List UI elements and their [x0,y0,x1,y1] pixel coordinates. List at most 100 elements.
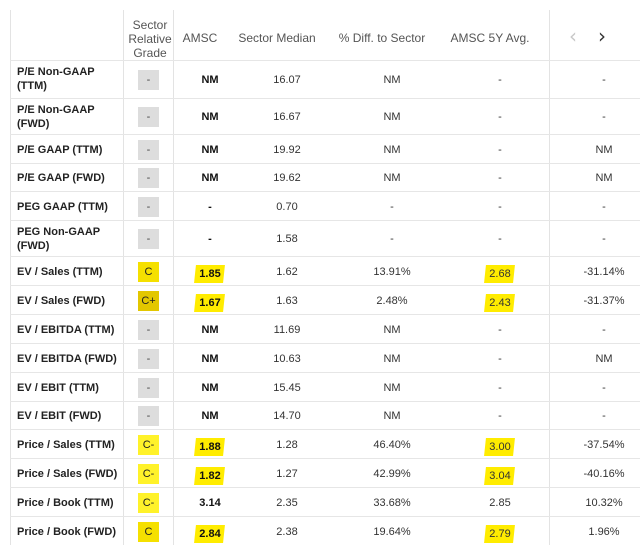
amsc-value: 2.84 [180,525,240,543]
cell-value: -40.16% [583,467,625,480]
amsc-5y-avg-value: 3.00 [440,438,560,456]
cell-value: 2.48% [376,294,408,307]
table-row: EV / EBIT (TTM) - NM 15.45 NM - - [10,372,640,401]
metric-label: P/E GAAP (FWD) [17,172,105,184]
cell-value: - [208,233,212,245]
amsc-5y-avg-value: 2.85 [440,496,560,510]
cell-value: 1.63 [276,294,298,307]
cell-value: 46.40% [373,438,411,451]
highlighted-value: 2.84 [195,525,224,543]
cell-value: - [390,200,394,213]
amsc-5y-avg-value: 3.04 [440,467,560,485]
chevron-left-icon[interactable]: ‹ [569,24,577,48]
sector-median-value: 1.63 [242,294,332,308]
grade-badge: C [138,261,159,282]
diff-to-sector-value: NM [332,409,452,423]
cell-value: 2.38 [276,525,298,538]
period-change-value: NM [560,352,640,366]
grade-badge: C- [138,463,159,484]
header-sector-relative-grade[interactable]: Sector Relative Grade [128,18,172,60]
cell-value: NM [383,410,401,422]
diff-to-sector-value: 33.68% [332,496,452,510]
metric-label: EV / EBITDA (FWD) [17,352,117,365]
diff-to-sector-value: NM [332,323,452,337]
cell-value: - [498,143,502,156]
sector-median-value: 16.07 [242,73,332,87]
header-amsc[interactable]: AMSC [182,31,218,45]
amsc-value: NM [180,323,240,337]
amsc-5y-avg-value: - [440,110,560,124]
grade-badge: - [138,377,159,398]
diff-to-sector-value: - [332,200,452,214]
metric-label: Price / Book (FWD) [17,525,117,538]
sector-median-value: 1.62 [242,265,332,279]
diff-to-sector-value: NM [332,143,452,157]
cell-value: 11.69 [273,323,301,336]
amsc-value: NM [180,171,240,185]
cell-value: 14.70 [273,410,301,422]
chevron-right-icon[interactable]: › [598,24,606,48]
header-diff-to-sector[interactable]: % Diff. to Sector [338,31,426,45]
table-row: PEG Non-GAAP (FWD) - - 1.58 - - - [10,220,640,256]
grade-badge: - [138,229,159,249]
sector-median-value: 1.58 [242,232,332,246]
cell-value: - [498,111,502,123]
grade-badge: - [138,70,159,90]
cell-value: NM [383,143,401,156]
table-row: Price / Book (FWD) C 2.84 2.38 19.64% 2.79 1.9… [10,516,640,545]
amsc-value: NM [180,110,240,124]
sector-median-value: 15.45 [242,381,332,395]
cell-value: NM [201,410,219,422]
period-change-value: NM [560,143,640,157]
grade-badge: - [138,406,159,426]
cell-value: NM [383,352,401,365]
period-change-value: - [560,110,640,124]
column-separator [549,10,550,545]
sector-median-value: 10.63 [242,352,332,366]
amsc-value: - [180,232,240,246]
amsc-value: 1.88 [180,438,240,456]
cell-value: 19.64% [373,525,411,538]
grade-badge: C [138,521,159,542]
diff-to-sector-value: 2.48% [332,294,452,308]
table-row: EV / Sales (FWD) C+ 1.67 1.63 2.48% 2.43 -31.3… [10,285,640,314]
grade-badge: - [138,348,159,369]
period-change-value: - [560,409,640,423]
metric-label: P/E Non-GAAP (FWD) [17,104,95,130]
cell-value: NM [383,381,401,394]
amsc-5y-avg-value: 2.43 [440,294,560,312]
amsc-5y-avg-value: - [440,73,560,87]
diff-to-sector-value: NM [332,110,452,124]
metric-label: Price / Book (TTM) [17,496,114,509]
sector-median-value: 0.70 [242,200,332,214]
header-sector-median[interactable]: Sector Median [238,31,316,45]
cell-value: NM [201,381,219,394]
cell-value: 1.27 [276,467,298,480]
highlighted-value: 2.68 [485,265,514,283]
amsc-value: - [180,200,240,214]
cell-value: - [602,381,606,394]
cell-value: 16.67 [273,111,301,123]
cell-value: 1.96% [588,525,620,538]
header-amsc-5y-avg[interactable]: AMSC 5Y Avg. [450,31,530,45]
sector-median-value: 19.92 [242,143,332,157]
cell-value: - [498,74,502,86]
diff-to-sector-value: NM [332,381,452,395]
cell-value: 33.68% [373,496,411,509]
amsc-5y-avg-value: 2.79 [440,525,560,543]
cell-value: 16.07 [273,74,301,86]
cell-value: NM [201,74,219,86]
amsc-value: NM [180,352,240,366]
diff-to-sector-value: 13.91% [332,265,452,279]
amsc-value: 3.14 [180,496,240,510]
highlighted-value: 1.85 [195,265,224,283]
metric-label: EV / EBIT (TTM) [17,381,99,394]
cell-value: NM [595,352,613,365]
grade-badge: C+ [138,290,159,311]
amsc-5y-avg-value: - [440,352,560,366]
grade-badge: C- [138,434,159,455]
highlighted-value: 2.43 [485,294,514,312]
amsc-5y-avg-value: - [440,232,560,246]
amsc-value: 1.82 [180,467,240,485]
metric-label: PEG Non-GAAP (FWD) [17,226,100,252]
